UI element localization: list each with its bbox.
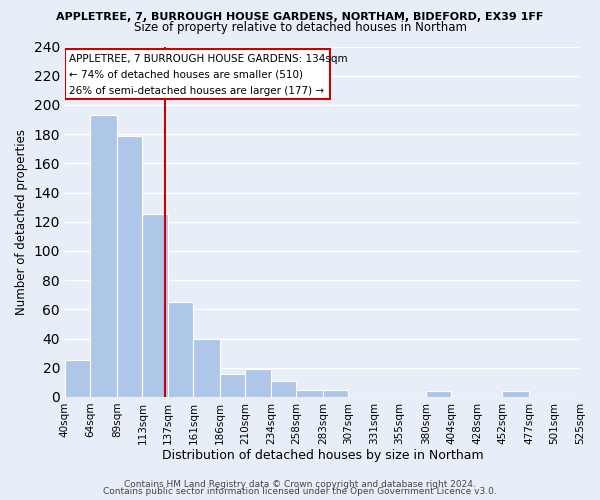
Text: Contains HM Land Registry data © Crown copyright and database right 2024.: Contains HM Land Registry data © Crown c… (124, 480, 476, 489)
Text: Size of property relative to detached houses in Northam: Size of property relative to detached ho… (133, 22, 467, 35)
Bar (296, 390, 323, 397)
Text: 26% of semi-detached houses are larger (177) →: 26% of semi-detached houses are larger (… (69, 86, 324, 96)
Text: Contains public sector information licensed under the Open Government Licence v3: Contains public sector information licen… (103, 488, 497, 496)
Bar (91, 115, 117, 397)
Text: APPLETREE, 7 BURROUGH HOUSE GARDENS: 134sqm: APPLETREE, 7 BURROUGH HOUSE GARDENS: 134… (69, 54, 348, 64)
Y-axis label: Number of detached properties: Number of detached properties (15, 128, 28, 314)
Bar (168, 302, 193, 397)
FancyBboxPatch shape (65, 50, 330, 99)
Bar (323, 390, 349, 397)
Bar (220, 374, 245, 397)
Bar (117, 136, 142, 397)
Bar (426, 391, 451, 397)
Text: APPLETREE, 7, BURROUGH HOUSE GARDENS, NORTHAM, BIDEFORD, EX39 1FF: APPLETREE, 7, BURROUGH HOUSE GARDENS, NO… (56, 12, 544, 22)
Bar (142, 214, 168, 397)
X-axis label: Distribution of detached houses by size in Northam: Distribution of detached houses by size … (161, 450, 483, 462)
Bar (193, 338, 220, 397)
Bar (271, 381, 296, 397)
Text: ← 74% of detached houses are smaller (510): ← 74% of detached houses are smaller (51… (69, 70, 303, 80)
Bar (65, 360, 91, 397)
Bar (245, 369, 271, 397)
Bar (502, 391, 529, 397)
